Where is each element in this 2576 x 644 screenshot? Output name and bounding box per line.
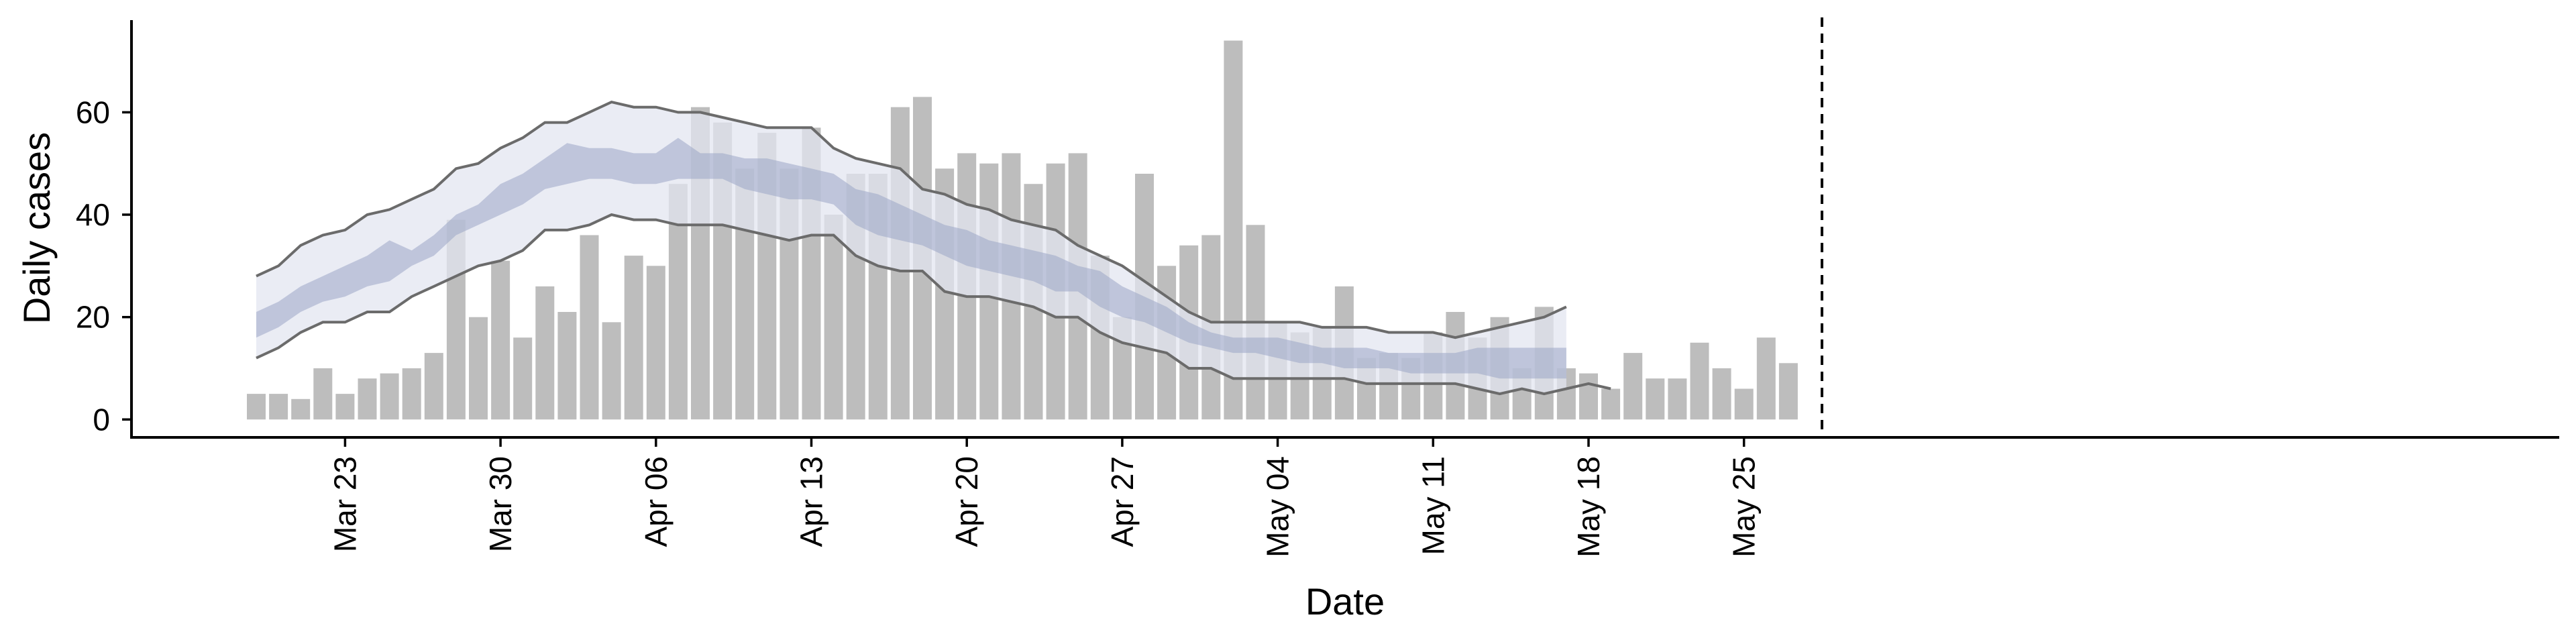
daily-cases-bar [824,215,843,420]
daily-cases-bar [380,373,399,420]
x-tick-label: Apr 20 [949,456,984,547]
daily-cases-bar [402,368,421,420]
y-tick-label: 20 [76,300,110,335]
daily-cases-bar [269,394,288,420]
y-tick-label: 60 [76,95,110,129]
daily-cases-bar [1601,388,1621,420]
daily-cases-bar [291,398,311,420]
daily-cases-bar [313,368,333,420]
daily-cases-bar [1668,378,1687,420]
daily-cases-bar [624,256,643,420]
daily-cases-bar [1712,368,1731,420]
daily-cases-bar [1646,378,1665,420]
y-ticks: 0 20 40 60 [76,95,131,437]
daily-cases-bar [513,337,533,420]
y-tick-label: 40 [76,197,110,232]
x-tick-label: Apr 13 [794,456,829,547]
daily-cases-bar [646,266,665,420]
daily-cases-bar [557,312,577,420]
y-tick-label: 0 [93,402,110,437]
x-ticks: Mar 23 Mar 30 Apr 06 Apr 13 Apr 20 Apr 27 May … [327,437,1762,557]
daily-cases-bar [602,322,621,420]
daily-cases-bar [491,260,511,420]
daily-cases-bar [1579,373,1598,420]
daily-cases-bar [335,394,355,420]
x-tick-label: Mar 30 [483,456,518,552]
y-axis-title: Daily cases [15,132,58,324]
x-tick-label: Apr 06 [639,456,674,547]
x-tick-label: Apr 27 [1105,456,1140,547]
x-tick-label: Mar 23 [327,456,362,552]
outer-band-upper-line [256,100,1567,339]
daily-cases-bar [1778,363,1798,420]
daily-cases-bar [1623,353,1643,420]
daily-cases-bar [580,235,599,420]
estimate-band-layer [256,100,1611,396]
daily-cases-bar [358,378,377,420]
daily-cases-bar [247,394,266,420]
x-tick-label: May 25 [1727,456,1762,557]
daily-cases-bar [1756,337,1776,420]
x-tick-label: May 04 [1260,456,1295,557]
x-tick-label: May 18 [1571,456,1606,557]
x-axis-title: Date [1305,580,1385,623]
daily-cases-bar [1734,388,1754,420]
daily-cases-bar [469,317,488,420]
daily-cases-bar [535,286,555,420]
daily-cases-bar [1690,342,1709,420]
outer-band-lower-line [256,213,1611,396]
x-tick-label: May 11 [1415,456,1450,555]
inner-estimate-band [256,138,1566,379]
daily-cases-bar [424,353,443,420]
